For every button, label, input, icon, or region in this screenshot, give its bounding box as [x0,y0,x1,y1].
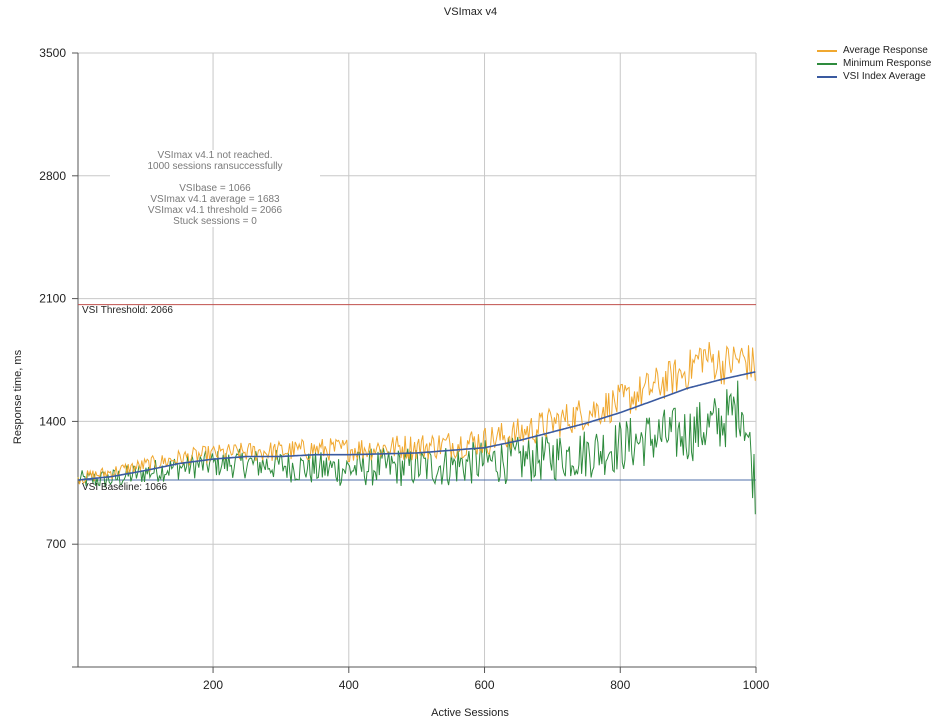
annotation-line: Stuck sessions = 0 [173,216,257,227]
legend-label: VSI Index Average [843,71,926,82]
annotation-line: VSImax v4.1 threshold = 2066 [147,205,283,216]
threshold-label: VSI Threshold: 2066 [82,305,173,316]
x-tick-label: 1000 [743,678,770,692]
legend-item-average-response: Average Response [817,44,931,57]
legend: Average Response Minimum Response VSI In… [817,44,931,83]
annotation-line: VSImax v4.1 not reached. [157,150,273,161]
y-tick-label: 1400 [39,414,66,428]
legend-item-minimum-response: Minimum Response [817,57,931,70]
annotation-line: 1000 sessions ransuccessfully [147,161,283,172]
series-line-vsi-index-average [77,371,756,481]
annotation-line: VSImax v4.1 average = 1683 [150,194,280,205]
legend-swatch [817,49,837,52]
vsimax-summary-annotation: VSImax v4.1 not reached. 1000 sessions r… [110,150,320,227]
y-tick-label: 3500 [39,46,66,60]
annotation-line: VSIbase = 1066 [179,183,251,194]
legend-label: Average Response [843,45,928,56]
baseline-label: VSI Baseline: 1066 [82,482,168,493]
chart-title: VSImax v4 [443,6,498,18]
legend-swatch [817,75,837,78]
x-tick-label: 600 [475,678,495,692]
y-axis-label: Response time, ms [12,349,24,445]
legend-swatch [817,62,837,65]
y-tick-label: 2100 [39,292,66,306]
y-tick-label: 700 [46,537,66,551]
x-tick-label: 200 [203,678,223,692]
legend-item-vsi-index-average: VSI Index Average [817,70,931,83]
x-axis-label: Active Sessions [431,707,509,719]
legend-label: Minimum Response [843,58,932,69]
x-tick-label: 400 [339,678,359,692]
series-line-average-response [77,341,756,485]
y-tick-label: 2800 [39,169,66,183]
x-tick-label: 800 [610,678,630,692]
annotation-spacer [110,172,320,183]
